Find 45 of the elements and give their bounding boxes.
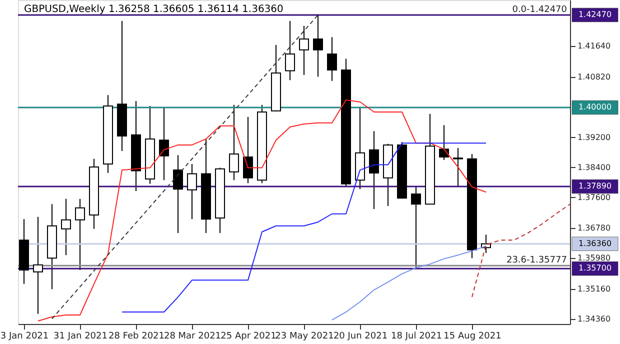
candlestick	[439, 124, 449, 160]
annotation: 23.6-1.35777	[506, 256, 567, 266]
y-tick-label: 1.40820	[578, 72, 611, 82]
ref-line-label: 1.40000	[578, 102, 612, 112]
y-tick-label: 1.38400	[578, 162, 611, 172]
x-tick-label: 25 Apr 2021	[220, 332, 276, 342]
x-tick-label: 31 Jan 2021	[54, 332, 108, 342]
candlestick	[285, 20, 295, 81]
y-tick-label: 1.34360	[578, 314, 611, 324]
x-tick-label: 20 Jun 2021	[333, 332, 388, 342]
line-series	[38, 100, 486, 322]
y-tick-label: 1.41640	[578, 42, 611, 51]
ref-line-label: 1.35700	[578, 264, 612, 273]
x-tick-label: 15 Aug 2021	[444, 332, 502, 342]
candlestick	[369, 130, 379, 210]
y-tick-label: 1.39200	[578, 132, 611, 142]
candlestick	[229, 104, 239, 181]
ref-line-label: 1.36360	[578, 238, 612, 248]
candlestick	[61, 198, 71, 256]
line-series	[122, 142, 486, 313]
candlestick	[33, 216, 43, 314]
candlestick	[299, 25, 309, 76]
x-tick-label: 28 Feb 2021	[108, 332, 165, 342]
candlestick	[411, 186, 421, 268]
ref-line-label: 1.37890	[578, 182, 612, 191]
ref-line-label: 1.42470	[578, 10, 612, 19]
line-series	[472, 204, 570, 298]
candlestick	[313, 14, 323, 78]
candlestick	[243, 116, 253, 184]
candlestick	[187, 164, 197, 220]
y-tick-label: 1.35160	[578, 284, 611, 294]
annotation: 0.0-1.42470	[512, 4, 568, 15]
x-tick-label: 23 May 2021	[275, 332, 334, 342]
candlestick	[173, 154, 183, 234]
candlestick	[453, 147, 463, 187]
x-tick-label: 28 Mar 2021	[164, 332, 222, 342]
chart-title: GBPUSD,Weekly 1.36258 1.36605 1.36114 1.36360	[24, 4, 284, 15]
candlestick	[75, 198, 85, 271]
candlestick	[327, 36, 337, 82]
candlestick	[159, 107, 169, 181]
y-tick-label: 1.36780	[578, 224, 611, 233]
x-tick-label: 3 Jan 2021	[0, 332, 49, 342]
y-tick-label: 1.37600	[578, 192, 611, 202]
y-tick-label: 1.35980	[578, 254, 611, 263]
x-tick-label: 18 Jul 2021	[391, 332, 442, 342]
